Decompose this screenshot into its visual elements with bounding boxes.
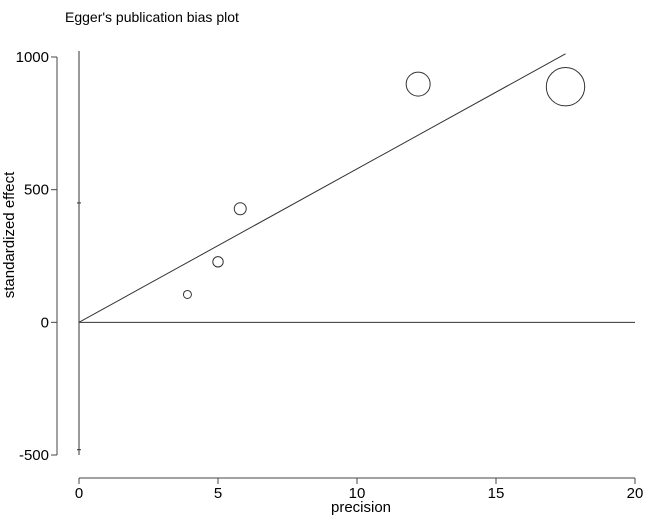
x-tick-label-20: 20: [627, 485, 644, 502]
data-point-5: [545, 67, 586, 107]
x-tick-label-5: 5: [214, 485, 222, 502]
x-tick-label-0: 0: [75, 485, 83, 502]
x-tick-label-10: 10: [349, 485, 366, 502]
chart-title: Egger's publication bias plot: [65, 9, 239, 25]
y-tick-label-1000: 1000: [16, 49, 49, 66]
y-tick-label--500: -500: [19, 447, 49, 464]
regression-line: [78, 53, 566, 323]
data-point-2: [212, 256, 224, 268]
data-point-1: [182, 289, 192, 299]
data-point-3: [233, 202, 247, 216]
y-axis-label: standardized effect: [1, 171, 18, 299]
axes: 1000 500 0 -500 0 5 10 15 20: [16, 49, 644, 502]
y-tick-label-0: 0: [41, 314, 49, 331]
data-points: [182, 67, 586, 299]
y-tick-label-500: 500: [24, 182, 49, 199]
plot-lines: [77, 51, 635, 455]
x-tick-label-15: 15: [488, 485, 505, 502]
x-axis-label: precision: [331, 499, 392, 516]
data-point-4: [405, 71, 431, 97]
